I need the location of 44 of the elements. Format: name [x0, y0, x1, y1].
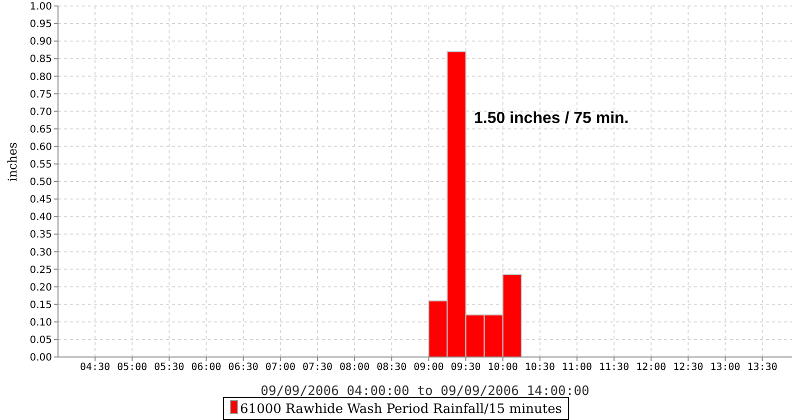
y-tick-label: 0.95 [30, 19, 52, 30]
x-tick-label: 07:00 [265, 362, 296, 374]
y-tick-label: 0.90 [30, 36, 52, 48]
y-tick-label: 0.75 [30, 89, 52, 100]
y-tick-label: 0.60 [30, 142, 52, 153]
y-tick-label: 0.80 [30, 72, 52, 83]
x-tick-label: 08:00 [340, 362, 370, 374]
y-tick-label: 0.30 [30, 247, 52, 258]
y-tick-label: 0.65 [30, 124, 52, 136]
y-tick-label: 0.70 [30, 106, 52, 118]
x-tick-label: 09:00 [414, 362, 444, 374]
x-tick-label: 12:00 [636, 362, 666, 374]
annotation: 1.50 inches / 75 min. [474, 110, 629, 128]
x-tick-label: 07:30 [302, 362, 333, 374]
y-tick-label: 0.05 [30, 335, 52, 346]
y-tick-label: 1.00 [30, 2, 52, 13]
x-tick-label: 05:30 [154, 362, 184, 374]
y-tick-label: 0.10 [30, 317, 52, 328]
x-tick-label: 12:30 [673, 362, 704, 374]
y-tick-label: 0.00 [30, 352, 52, 364]
x-tick-label: 13:30 [747, 362, 778, 374]
x-tick-label: 13:00 [710, 362, 740, 374]
y-axis-title: inches [5, 142, 20, 182]
x-tick-label: 06:00 [191, 362, 222, 374]
legend-label: 61000 Rawhide Wash Period Rainfall/15 minutes [239, 402, 562, 417]
y-tick-label: 0.50 [30, 177, 52, 188]
x-tick-label: 10:30 [524, 362, 555, 374]
y-tick-label: 0.85 [30, 54, 52, 66]
y-tick-label: 0.45 [30, 194, 52, 206]
x-tick-label: 08:30 [376, 362, 407, 374]
y-tick-label: 0.15 [30, 300, 52, 311]
x-tick-label: 05:00 [117, 362, 148, 374]
y-tick-label: 0.40 [30, 212, 52, 224]
x-tick-label: 11:00 [562, 362, 592, 374]
y-tick-label: 0.20 [30, 282, 52, 294]
x-axis-title: 09/09/2006 04:00:00 to 09/09/2006 14:00:00 [260, 384, 590, 399]
y-tick-label: 0.55 [30, 160, 52, 170]
x-tick-label: 04:30 [80, 362, 110, 374]
x-tick-label: 06:30 [228, 362, 258, 374]
x-tick-label: 11:30 [599, 362, 630, 374]
x-tick-label: 10:00 [488, 362, 518, 374]
y-tick-label: 0.25 [30, 264, 52, 276]
y-tick-label: 0.35 [30, 230, 52, 241]
x-tick-label: 09:30 [450, 362, 481, 374]
